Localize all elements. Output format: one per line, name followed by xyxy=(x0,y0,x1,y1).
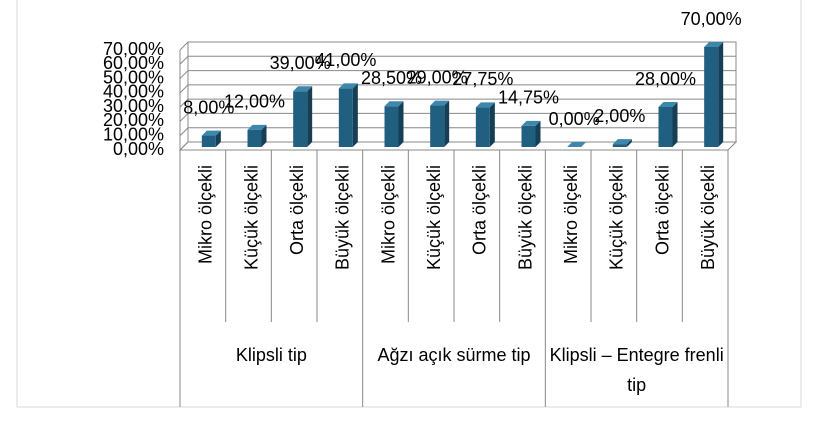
value-label: 8,00% xyxy=(183,97,234,117)
bar-side xyxy=(398,101,404,147)
x-tick-label: Mikro ölçekli xyxy=(196,165,216,264)
value-label: 28,50% xyxy=(361,68,422,88)
bar xyxy=(475,107,490,147)
grid-line-side xyxy=(179,127,189,137)
value-label: 39,00% xyxy=(270,53,331,73)
bar-top xyxy=(612,139,632,145)
y-tick-label: 70,00% xyxy=(103,39,164,59)
bar-top xyxy=(247,124,267,130)
group-label: Klipsli tip xyxy=(235,345,307,365)
bar-top xyxy=(475,102,495,108)
bar-side xyxy=(718,42,724,147)
bar-side xyxy=(444,100,450,147)
bar-side xyxy=(626,139,632,147)
y-tick-label: 60,00% xyxy=(103,53,164,73)
bar-top xyxy=(430,100,450,106)
value-label: 27,75% xyxy=(452,69,513,89)
x-tick-label: Küçük ölçekli xyxy=(607,165,627,270)
grid-line-side xyxy=(179,70,189,79)
x-tick-label: Büyük ölçekli xyxy=(515,165,535,270)
x-tick-label: Orta ölçekli xyxy=(287,165,307,255)
bar xyxy=(430,105,445,147)
bar-top xyxy=(293,86,313,92)
x-tick-label: Küçük ölçekli xyxy=(241,165,261,270)
bar-top xyxy=(384,101,404,107)
grid-line-side xyxy=(179,98,189,108)
x-tick-label: Büyük ölçekli xyxy=(333,165,353,270)
bar xyxy=(521,125,536,147)
y-tick-label: 20,00% xyxy=(103,110,164,130)
value-label: 0,00% xyxy=(549,109,600,129)
bar-side xyxy=(489,102,495,147)
bar-top xyxy=(567,142,587,147)
grid-line-side xyxy=(179,55,189,65)
bar xyxy=(658,107,673,147)
bar xyxy=(384,106,399,147)
grid-line-side xyxy=(179,141,189,151)
grid-line-side xyxy=(179,113,189,122)
bar xyxy=(704,47,719,147)
x-tick-label: Küçük ölçekli xyxy=(424,165,444,270)
bar xyxy=(247,129,262,147)
y-tick-label: 30,00% xyxy=(103,96,164,116)
value-label: 70,00% xyxy=(681,9,742,29)
bar xyxy=(293,91,308,147)
bar-top xyxy=(704,42,724,47)
bar-side xyxy=(261,124,267,147)
value-label: 12,00% xyxy=(224,92,285,112)
x-tick-label: Mikro ölçekli xyxy=(378,165,398,264)
bar-top xyxy=(338,83,358,89)
bar-side xyxy=(215,130,221,147)
group-label: Ağzı açık sürme tip xyxy=(377,345,531,365)
y-tick-label: 50,00% xyxy=(103,67,164,87)
value-label: 28,00% xyxy=(635,69,696,89)
y-tick-label: 10,00% xyxy=(103,124,164,144)
bar-side xyxy=(352,83,358,147)
bar-side xyxy=(535,120,541,147)
value-label: 2,00% xyxy=(594,106,645,126)
y-tick-label: 40,00% xyxy=(103,82,164,102)
value-label: 29,00% xyxy=(407,67,468,87)
value-label: 14,75% xyxy=(498,88,559,108)
grid-line-side xyxy=(179,84,189,94)
x-tick-label: Mikro ölçekli xyxy=(561,165,581,264)
bar xyxy=(338,88,353,147)
chart-border xyxy=(16,0,802,408)
bar-top xyxy=(658,102,678,107)
bar-top xyxy=(521,120,541,126)
value-label: 41,00% xyxy=(315,50,376,70)
group-label: Klipsli – Entegre frenli tip xyxy=(549,345,724,395)
x-tick-label: Orta ölçekli xyxy=(652,165,672,255)
x-tick-label: Orta ölçekli xyxy=(470,165,490,255)
y-tick-label: 0,00% xyxy=(113,139,164,159)
bar-side xyxy=(672,102,678,147)
x-tick-label: Büyük ölçekli xyxy=(698,165,718,270)
bar xyxy=(612,144,627,147)
bar-side xyxy=(307,86,313,147)
bar xyxy=(201,135,216,147)
bar-top xyxy=(201,130,221,136)
grid-line-side xyxy=(179,41,189,51)
